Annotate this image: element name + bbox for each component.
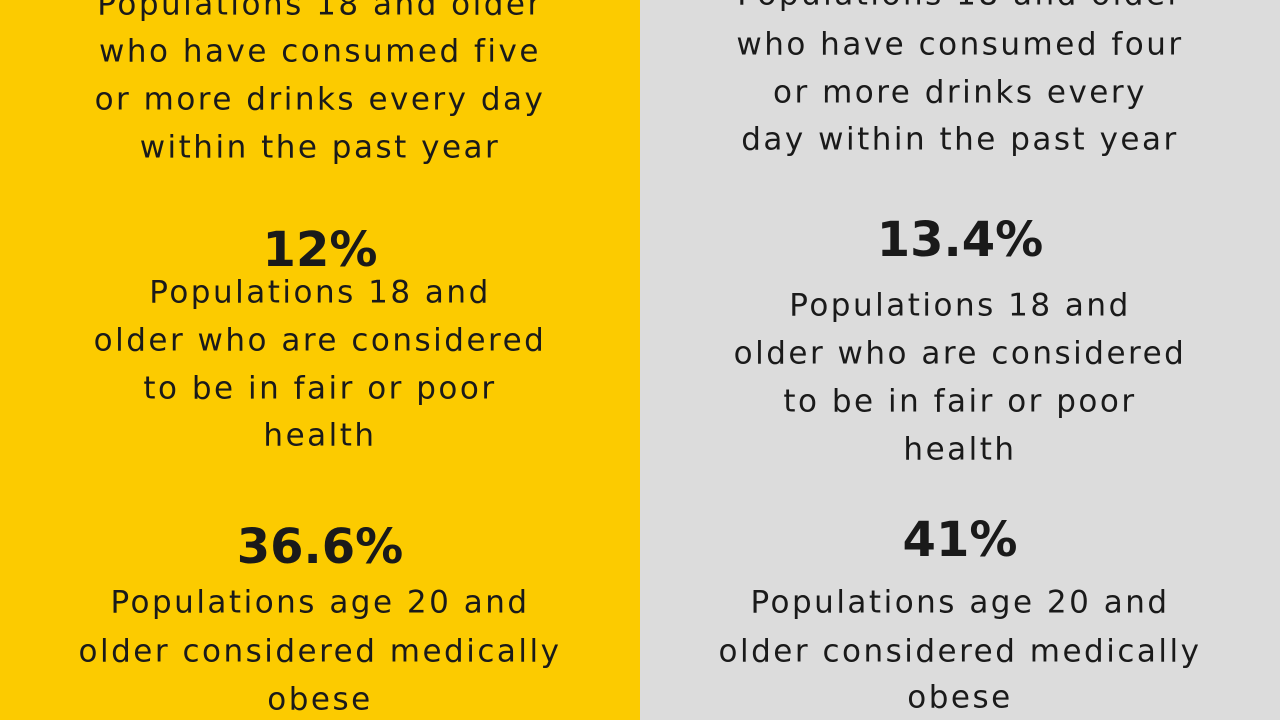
stat-value: 36.6% — [236, 519, 404, 575]
description-line: health — [263, 417, 377, 454]
description-line: Populations 18 and older — [97, 0, 543, 23]
stat-value: 13.4% — [876, 212, 1044, 268]
description-line: who have consumed five — [99, 33, 541, 70]
description-line: Populations 18 and — [789, 287, 1131, 324]
description-line: day within the past year — [741, 121, 1179, 158]
description-line: Populations age 20 and — [750, 584, 1170, 621]
description-line: or more drinks every — [773, 74, 1147, 111]
description-line: Populations age 20 and — [110, 584, 530, 621]
stat-value: 12% — [262, 222, 378, 278]
description-line: older who are considered — [733, 335, 1187, 372]
description-line: to be in fair or poor — [783, 383, 1137, 420]
description-line: who have consumed four — [736, 26, 1184, 63]
description-line: within the past year — [139, 129, 501, 166]
description-line: older considered medically — [718, 633, 1202, 670]
description-line: or more drinks every day — [94, 81, 546, 118]
description-line: to be in fair or poor — [143, 370, 497, 407]
right-panel: Populations 18 and older who have consume… — [640, 0, 1280, 720]
description-line: obese — [267, 681, 373, 718]
description-line: Populations 18 and older — [640, 0, 1280, 11]
description-line: Populations 18 and — [149, 274, 491, 311]
description-line: older considered medically — [78, 633, 562, 670]
stat-value: 41% — [902, 512, 1018, 568]
description-line: older who are considered — [93, 322, 547, 359]
description-line: obese — [907, 679, 1013, 716]
description-line: health — [903, 431, 1017, 468]
left-panel: Populations 18 and older who have consume… — [0, 0, 640, 720]
